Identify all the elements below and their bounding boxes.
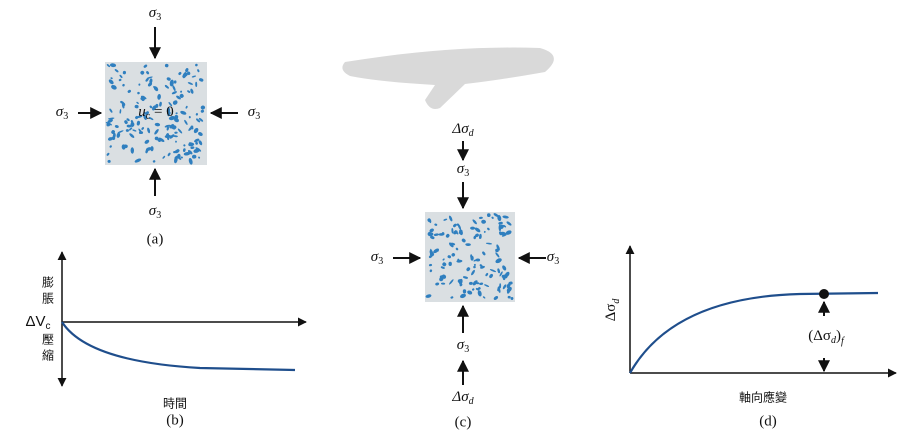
speckle <box>471 256 474 261</box>
load-label: σ3 <box>248 104 260 122</box>
volume-curve <box>62 322 295 370</box>
load-label: σ3 <box>56 104 68 122</box>
deviator-label: Δσd <box>451 389 474 407</box>
x-axis-label: 軸向應變 <box>739 390 787 405</box>
compression-label: 縮 <box>42 348 54 363</box>
failure-point <box>819 289 829 299</box>
expansion-label: 脹 <box>42 292 54 306</box>
deviator-label: Δσd <box>451 121 474 139</box>
caption: (c) <box>455 414 472 430</box>
axis-label: ΔVc <box>25 313 50 332</box>
x-axis-label: 時間 <box>163 397 187 411</box>
load-label: σ3 <box>371 249 383 267</box>
y-axis-label: Δσd <box>603 298 622 322</box>
failure-label: (Δσd)f <box>808 328 845 347</box>
caption: (b) <box>166 412 184 428</box>
load-label: σ3 <box>457 161 469 179</box>
load-label: σ3 <box>547 249 559 267</box>
compression-label: 壓 <box>42 333 54 347</box>
pore-pressure: uc = 0 <box>138 104 173 122</box>
expansion-label: 膨 <box>42 276 54 290</box>
speckle <box>449 262 452 266</box>
watermark <box>342 48 553 109</box>
diagram: σ3 σ3 σ3 σ3 (a) ΔVc 膨 脹 壓 縮 時間 (b) Δσd σ… <box>0 0 907 433</box>
caption: (d) <box>759 413 777 429</box>
caption: (a) <box>147 231 164 247</box>
load-label: σ3 <box>457 337 469 355</box>
load-label: σ3 <box>149 5 161 23</box>
load-label: σ3 <box>149 203 161 221</box>
